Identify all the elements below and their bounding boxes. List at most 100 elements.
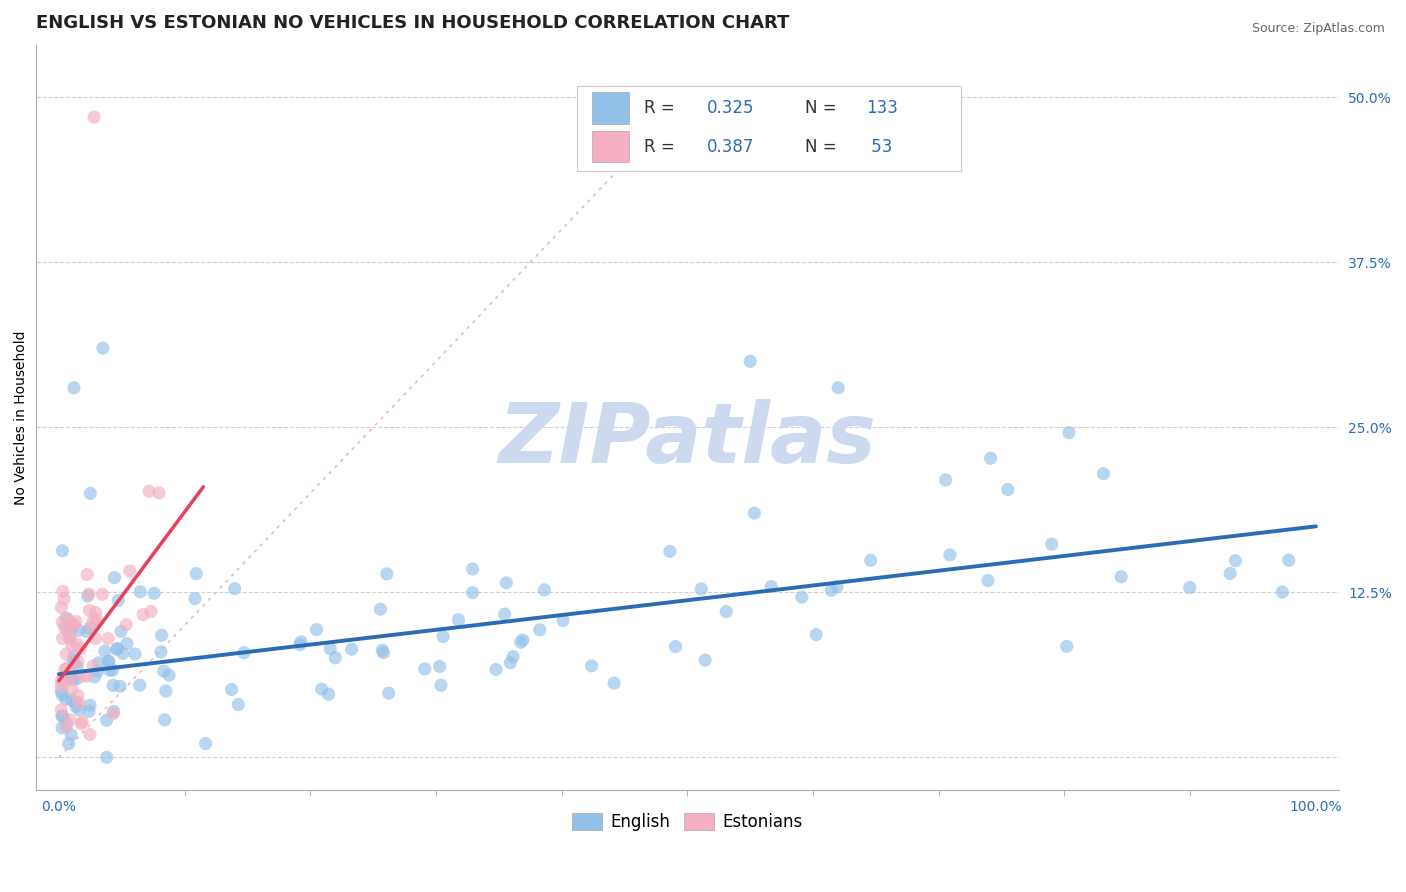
Point xyxy=(66,689,89,703)
Point xyxy=(744,506,766,520)
Point xyxy=(51,615,73,629)
Point xyxy=(980,451,1002,466)
Text: N =: N = xyxy=(804,137,841,156)
Point xyxy=(53,620,76,634)
Point xyxy=(107,641,129,656)
Point xyxy=(153,713,176,727)
Point xyxy=(51,721,73,735)
Point xyxy=(52,673,75,687)
Point xyxy=(128,678,150,692)
Point xyxy=(59,713,82,727)
Point xyxy=(51,673,73,688)
Point xyxy=(63,649,86,664)
Point xyxy=(664,640,686,654)
Point xyxy=(825,580,848,594)
Point xyxy=(790,590,813,604)
Point xyxy=(55,647,77,661)
Point xyxy=(75,669,97,683)
Point xyxy=(86,613,108,627)
Point xyxy=(76,589,98,603)
Point xyxy=(377,686,399,700)
Point xyxy=(107,593,129,607)
Point xyxy=(65,615,87,629)
Point xyxy=(70,717,93,731)
Point xyxy=(150,628,173,642)
Point xyxy=(288,638,311,652)
Point xyxy=(51,684,73,698)
Point xyxy=(66,672,89,686)
Point xyxy=(461,562,484,576)
Point xyxy=(60,639,83,653)
Point xyxy=(97,655,120,669)
Point xyxy=(108,679,131,693)
Point xyxy=(103,705,125,719)
Point xyxy=(318,687,340,701)
Point xyxy=(115,636,138,650)
Point xyxy=(55,611,77,625)
Point xyxy=(76,624,98,639)
Point xyxy=(226,698,249,712)
Point xyxy=(827,381,849,395)
Point xyxy=(55,716,77,731)
Point xyxy=(371,643,394,657)
Text: Source: ZipAtlas.com: Source: ZipAtlas.com xyxy=(1251,22,1385,36)
Text: N =: N = xyxy=(804,99,841,117)
Point xyxy=(62,620,84,634)
Point xyxy=(55,692,77,706)
Point xyxy=(80,620,103,634)
Point xyxy=(94,644,117,658)
Point xyxy=(499,656,522,670)
Point xyxy=(373,646,395,660)
Point xyxy=(76,567,98,582)
Text: 53: 53 xyxy=(866,137,893,156)
Point xyxy=(340,642,363,657)
Point xyxy=(603,676,626,690)
Point xyxy=(375,566,398,581)
Point xyxy=(430,678,453,692)
Point xyxy=(533,582,555,597)
Point xyxy=(143,586,166,600)
Point xyxy=(97,632,120,646)
Point xyxy=(1092,467,1115,481)
Point xyxy=(232,646,254,660)
Bar xyxy=(592,92,628,124)
Point xyxy=(51,543,73,558)
Point xyxy=(761,580,783,594)
Point xyxy=(60,617,83,632)
Point xyxy=(55,720,77,734)
Point xyxy=(79,727,101,741)
Text: ENGLISH VS ESTONIAN NO VEHICLES IN HOUSEHOLD CORRELATION CHART: ENGLISH VS ESTONIAN NO VEHICLES IN HOUSE… xyxy=(37,14,790,32)
Point xyxy=(59,673,82,687)
Point xyxy=(65,696,87,710)
Point xyxy=(935,473,957,487)
Point xyxy=(66,637,89,651)
Point xyxy=(82,658,104,673)
Point xyxy=(83,670,105,684)
Text: R =: R = xyxy=(644,99,681,117)
Point xyxy=(58,631,80,645)
Point xyxy=(139,605,162,619)
Point xyxy=(413,662,436,676)
Bar xyxy=(592,131,628,162)
Point xyxy=(60,682,83,697)
Point xyxy=(502,649,524,664)
Point xyxy=(432,630,454,644)
Point xyxy=(58,626,80,640)
Point xyxy=(977,574,1000,588)
Point xyxy=(1056,640,1078,654)
Point xyxy=(101,678,124,692)
Point xyxy=(63,618,86,632)
Point xyxy=(103,571,125,585)
Point xyxy=(83,110,105,124)
Point xyxy=(51,703,73,717)
Point xyxy=(509,635,531,649)
Point xyxy=(60,671,83,685)
Point xyxy=(52,709,75,723)
Point xyxy=(690,582,713,596)
Point xyxy=(56,612,79,626)
Point xyxy=(79,603,101,617)
Point xyxy=(581,659,603,673)
Point xyxy=(461,585,484,599)
Point xyxy=(859,553,882,567)
Point xyxy=(529,623,551,637)
